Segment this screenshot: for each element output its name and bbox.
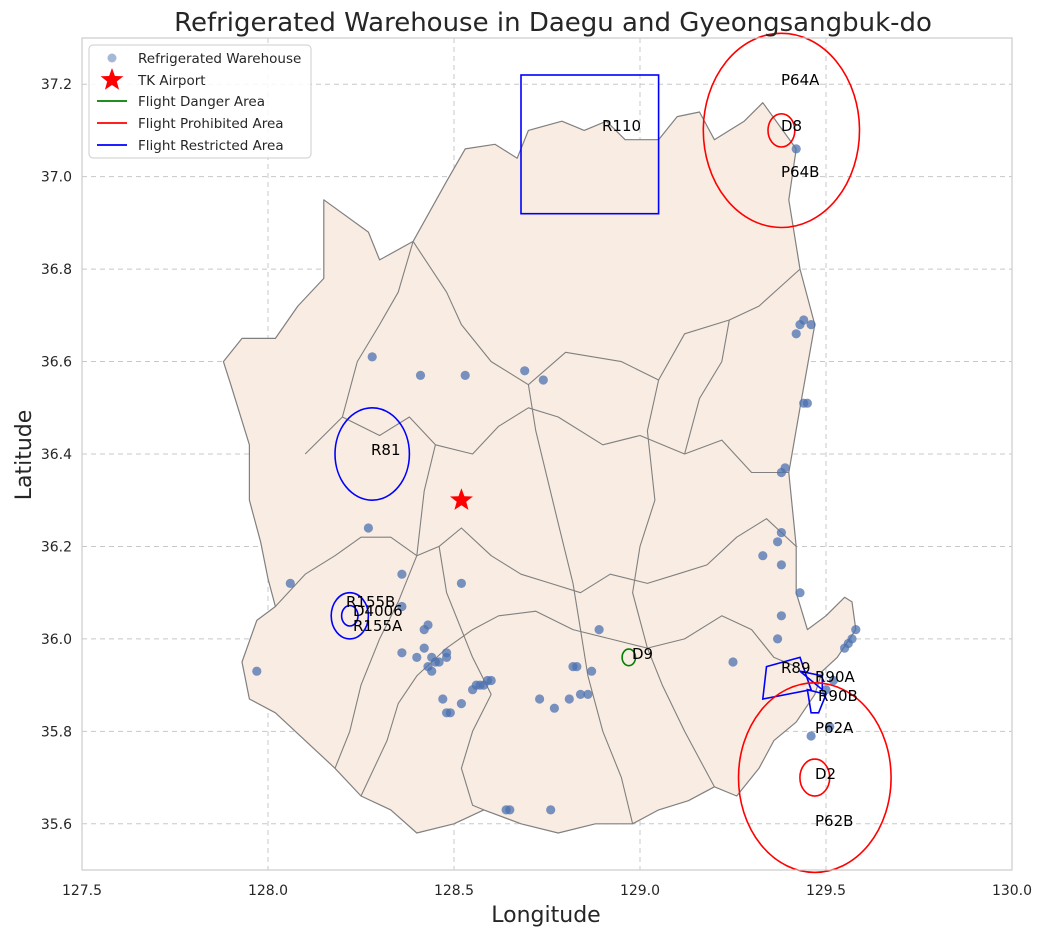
warehouse-point [457,699,466,708]
warehouse-point [792,329,801,338]
warehouse-point [587,667,596,676]
warehouse-point [807,320,816,329]
zone-label-p62a: P62A [815,719,854,737]
warehouse-point [446,708,455,717]
zone-label-p64b: P64B [781,163,819,181]
zone-label-d9: D9 [632,645,653,663]
x-tick-label: 129.5 [806,883,846,899]
x-tick-label: 129.0 [620,883,660,899]
y-tick-label: 36.6 [41,355,72,371]
warehouse-point [520,366,529,375]
warehouse-point [572,662,581,671]
legend-label-prohibited: Flight Prohibited Area [138,116,284,132]
warehouse-point [423,662,432,671]
x-tick-label: 130.0 [992,883,1032,899]
zone-label-r81: R81 [371,441,401,459]
warehouse-point [368,352,377,361]
x-tick-label: 127.5 [62,883,102,899]
warehouse-point [505,805,514,814]
y-tick-label: 35.6 [41,817,72,833]
warehouse-point [728,657,737,666]
warehouse-point [773,537,782,546]
warehouse-point [777,611,786,620]
chart-title: Refrigerated Warehouse in Daegu and Gyeo… [174,8,932,38]
warehouse-point [397,570,406,579]
zone-label-d2: D2 [815,765,836,783]
zone-label-r90a: R90A [815,668,856,686]
warehouse-point [583,690,592,699]
warehouse-point [457,579,466,588]
warehouse-point [546,805,555,814]
legend-label-danger: Flight Danger Area [138,94,265,110]
warehouse-point [412,653,421,662]
warehouse-point [777,560,786,569]
x-tick-labels: 127.5 128.0 128.5 129.0 129.5 130.0 [62,883,1032,899]
legend-label-warehouse: Refrigerated Warehouse [138,51,301,67]
warehouse-point [438,694,447,703]
legend-label-restricted: Flight Restricted Area [138,138,284,154]
warehouse-point [461,371,470,380]
warehouse-point [397,648,406,657]
warehouse-point [777,528,786,537]
zone-label-d8: D8 [781,117,802,135]
warehouse-point [781,463,790,472]
zone-label-r155a: R155A [353,617,403,635]
warehouse-point [550,704,559,713]
x-axis-label: Longitude [491,903,600,928]
y-tick-label: 36.2 [41,539,72,555]
warehouse-point [851,625,860,634]
warehouse-point [535,694,544,703]
y-tick-label: 37.2 [41,77,72,93]
x-tick-label: 128.0 [248,883,288,899]
zone-label-r110: R110 [602,117,641,135]
warehouse-point [539,375,548,384]
warehouse-point [803,399,812,408]
warehouse-point [795,588,804,597]
warehouse-point [773,634,782,643]
legend: Refrigerated Warehouse TK Airport Flight… [89,45,311,158]
y-axis-label: Latitude [12,410,37,501]
y-tick-label: 36.4 [41,447,72,463]
warehouse-point [758,551,767,560]
x-tick-label: 128.5 [434,883,474,899]
warehouse-point [420,625,429,634]
warehouse-point [595,625,604,634]
warehouse-point [487,676,496,685]
warehouse-point [252,667,261,676]
zone-label-r90b: R90B [818,687,858,705]
y-tick-label: 37.0 [41,170,72,186]
warehouse-point [565,694,574,703]
zone-label-p64a: P64A [781,71,820,89]
y-tick-label: 36.8 [41,262,72,278]
legend-warehouse-marker [108,54,117,63]
warehouse-point [847,634,856,643]
y-tick-label: 36.0 [41,632,72,648]
zone-label-p62b: P62B [815,812,853,830]
warehouse-point [286,579,295,588]
warehouse-point [364,523,373,532]
warehouse-point [416,371,425,380]
zone-label-r89: R89 [781,659,811,677]
legend-label-airport: TK Airport [137,73,206,89]
y-tick-label: 35.8 [41,724,72,740]
warehouse-point [420,644,429,653]
warehouse-point [792,144,801,153]
y-tick-labels: 35.6 35.8 36.0 36.2 36.4 36.6 36.8 37.0 37.2 [41,77,72,833]
warehouse-point [442,648,451,657]
